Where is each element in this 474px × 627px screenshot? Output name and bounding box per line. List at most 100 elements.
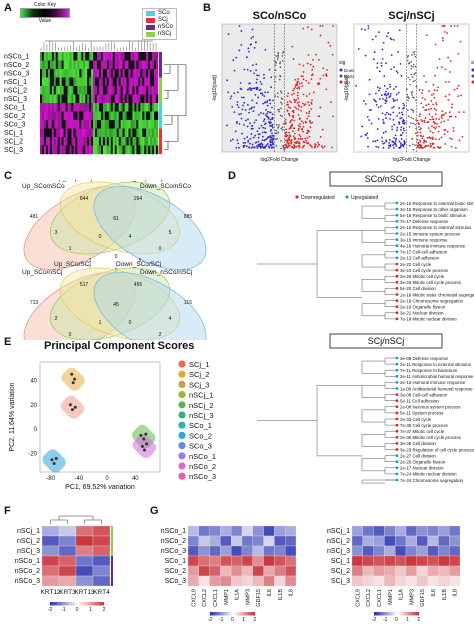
down-point <box>268 122 271 125</box>
legend-entry: SCj <box>146 17 173 24</box>
down-point <box>383 75 386 78</box>
up-point <box>444 112 447 114</box>
heatmap-cell <box>156 145 159 155</box>
heatmap-cell <box>128 94 131 104</box>
heatmap-cell <box>106 120 110 129</box>
scale-bar-segment <box>401 612 403 616</box>
heatmap-cell <box>57 103 60 112</box>
up-point <box>292 58 295 60</box>
down-point <box>262 135 264 138</box>
heatmap-cell <box>152 69 155 78</box>
down-point <box>253 106 256 109</box>
heatmap-cell <box>69 145 72 155</box>
up-point <box>296 101 299 104</box>
up-point <box>297 104 300 107</box>
legend-label: SCo_3 <box>189 442 212 451</box>
down-point <box>367 145 369 148</box>
heatmap-cell <box>274 535 286 547</box>
up-point <box>435 103 438 106</box>
heatmap-cell <box>75 128 78 138</box>
down-point <box>389 92 392 95</box>
heatmap-cell <box>73 94 76 104</box>
heatmap-cell <box>132 128 135 138</box>
heatmap-cell <box>124 103 127 112</box>
heatmap-cell <box>110 52 114 61</box>
down-point <box>246 88 249 91</box>
scale-bar-segment <box>91 602 94 606</box>
down-point <box>387 147 390 149</box>
down-point <box>396 126 399 129</box>
heatmap-cell <box>241 545 253 557</box>
heatmap-cell <box>106 77 110 87</box>
sample-point <box>71 381 75 385</box>
venn-set <box>49 267 171 340</box>
heatmap-cell <box>285 535 297 547</box>
heatmap-cell <box>116 120 119 129</box>
heatmap-cell <box>148 77 151 87</box>
heatmap-cell <box>71 77 74 87</box>
down-point <box>234 130 237 133</box>
heatmap-cell <box>122 69 125 78</box>
down-point <box>266 112 269 115</box>
heatmap-cell <box>150 52 153 61</box>
column-label: KRT12 <box>40 589 60 596</box>
up-point <box>297 124 300 127</box>
heatmap-cell <box>152 111 155 121</box>
legend-marker <box>178 472 186 480</box>
heatmap-cell <box>126 111 129 121</box>
heatmap-cell <box>49 111 53 121</box>
column-label: MMP3 <box>409 589 415 605</box>
up-point <box>291 145 294 148</box>
down-point <box>260 83 263 86</box>
down-point <box>270 121 273 124</box>
legend-label: nSCj_1 <box>189 391 214 400</box>
down-point <box>364 103 367 105</box>
row-label: SCo_3 <box>4 122 26 129</box>
heatmap-cell <box>209 575 221 587</box>
down-point <box>396 129 398 132</box>
up-point <box>304 139 307 142</box>
nosig-point <box>274 64 277 67</box>
up-point <box>452 130 455 132</box>
heatmap-cell <box>134 77 137 87</box>
row-label: nSCo_3 <box>15 578 40 585</box>
heatmap-cell <box>140 60 143 70</box>
heatmap-cell <box>124 111 127 121</box>
heatmap-cell <box>85 128 88 138</box>
go-term-label: 3e-36 Cell division <box>400 441 436 446</box>
heatmap-cell <box>69 128 72 138</box>
go-term-label: 7e-11 Response to bacterium <box>400 368 458 373</box>
legend-marker <box>471 80 474 84</box>
down-point <box>384 99 387 102</box>
heatmap-cell <box>146 120 149 129</box>
heatmap-cell <box>61 60 64 70</box>
heatmap-cell <box>146 137 149 146</box>
scale-bar-segment <box>395 612 397 616</box>
heatmap-cell <box>126 103 129 112</box>
heatmap-cell <box>427 565 439 577</box>
down-point <box>387 113 390 115</box>
up-point <box>319 77 322 80</box>
down-point <box>260 124 263 127</box>
heatmap-cell <box>73 60 76 70</box>
up-point <box>429 142 432 145</box>
heatmap-cell <box>405 565 417 577</box>
downregulated-term-marker <box>395 305 399 309</box>
up-point <box>326 69 328 71</box>
up-point <box>433 107 436 110</box>
heatmap-cell <box>73 137 76 146</box>
up-point <box>297 127 300 130</box>
up-point <box>437 130 440 133</box>
down-point <box>227 91 230 94</box>
heatmap-cell <box>142 111 145 121</box>
nosig-point <box>277 52 280 54</box>
heatmap-cell <box>47 137 51 146</box>
nosig-point <box>412 143 414 146</box>
heatmap-cell <box>124 128 127 138</box>
heatmap-cell <box>416 565 428 577</box>
heatmap-cell <box>427 525 439 537</box>
down-point <box>257 96 260 99</box>
heatmap-cell <box>102 120 106 129</box>
nosig-point <box>274 60 276 62</box>
heatmap-cell <box>130 94 133 104</box>
